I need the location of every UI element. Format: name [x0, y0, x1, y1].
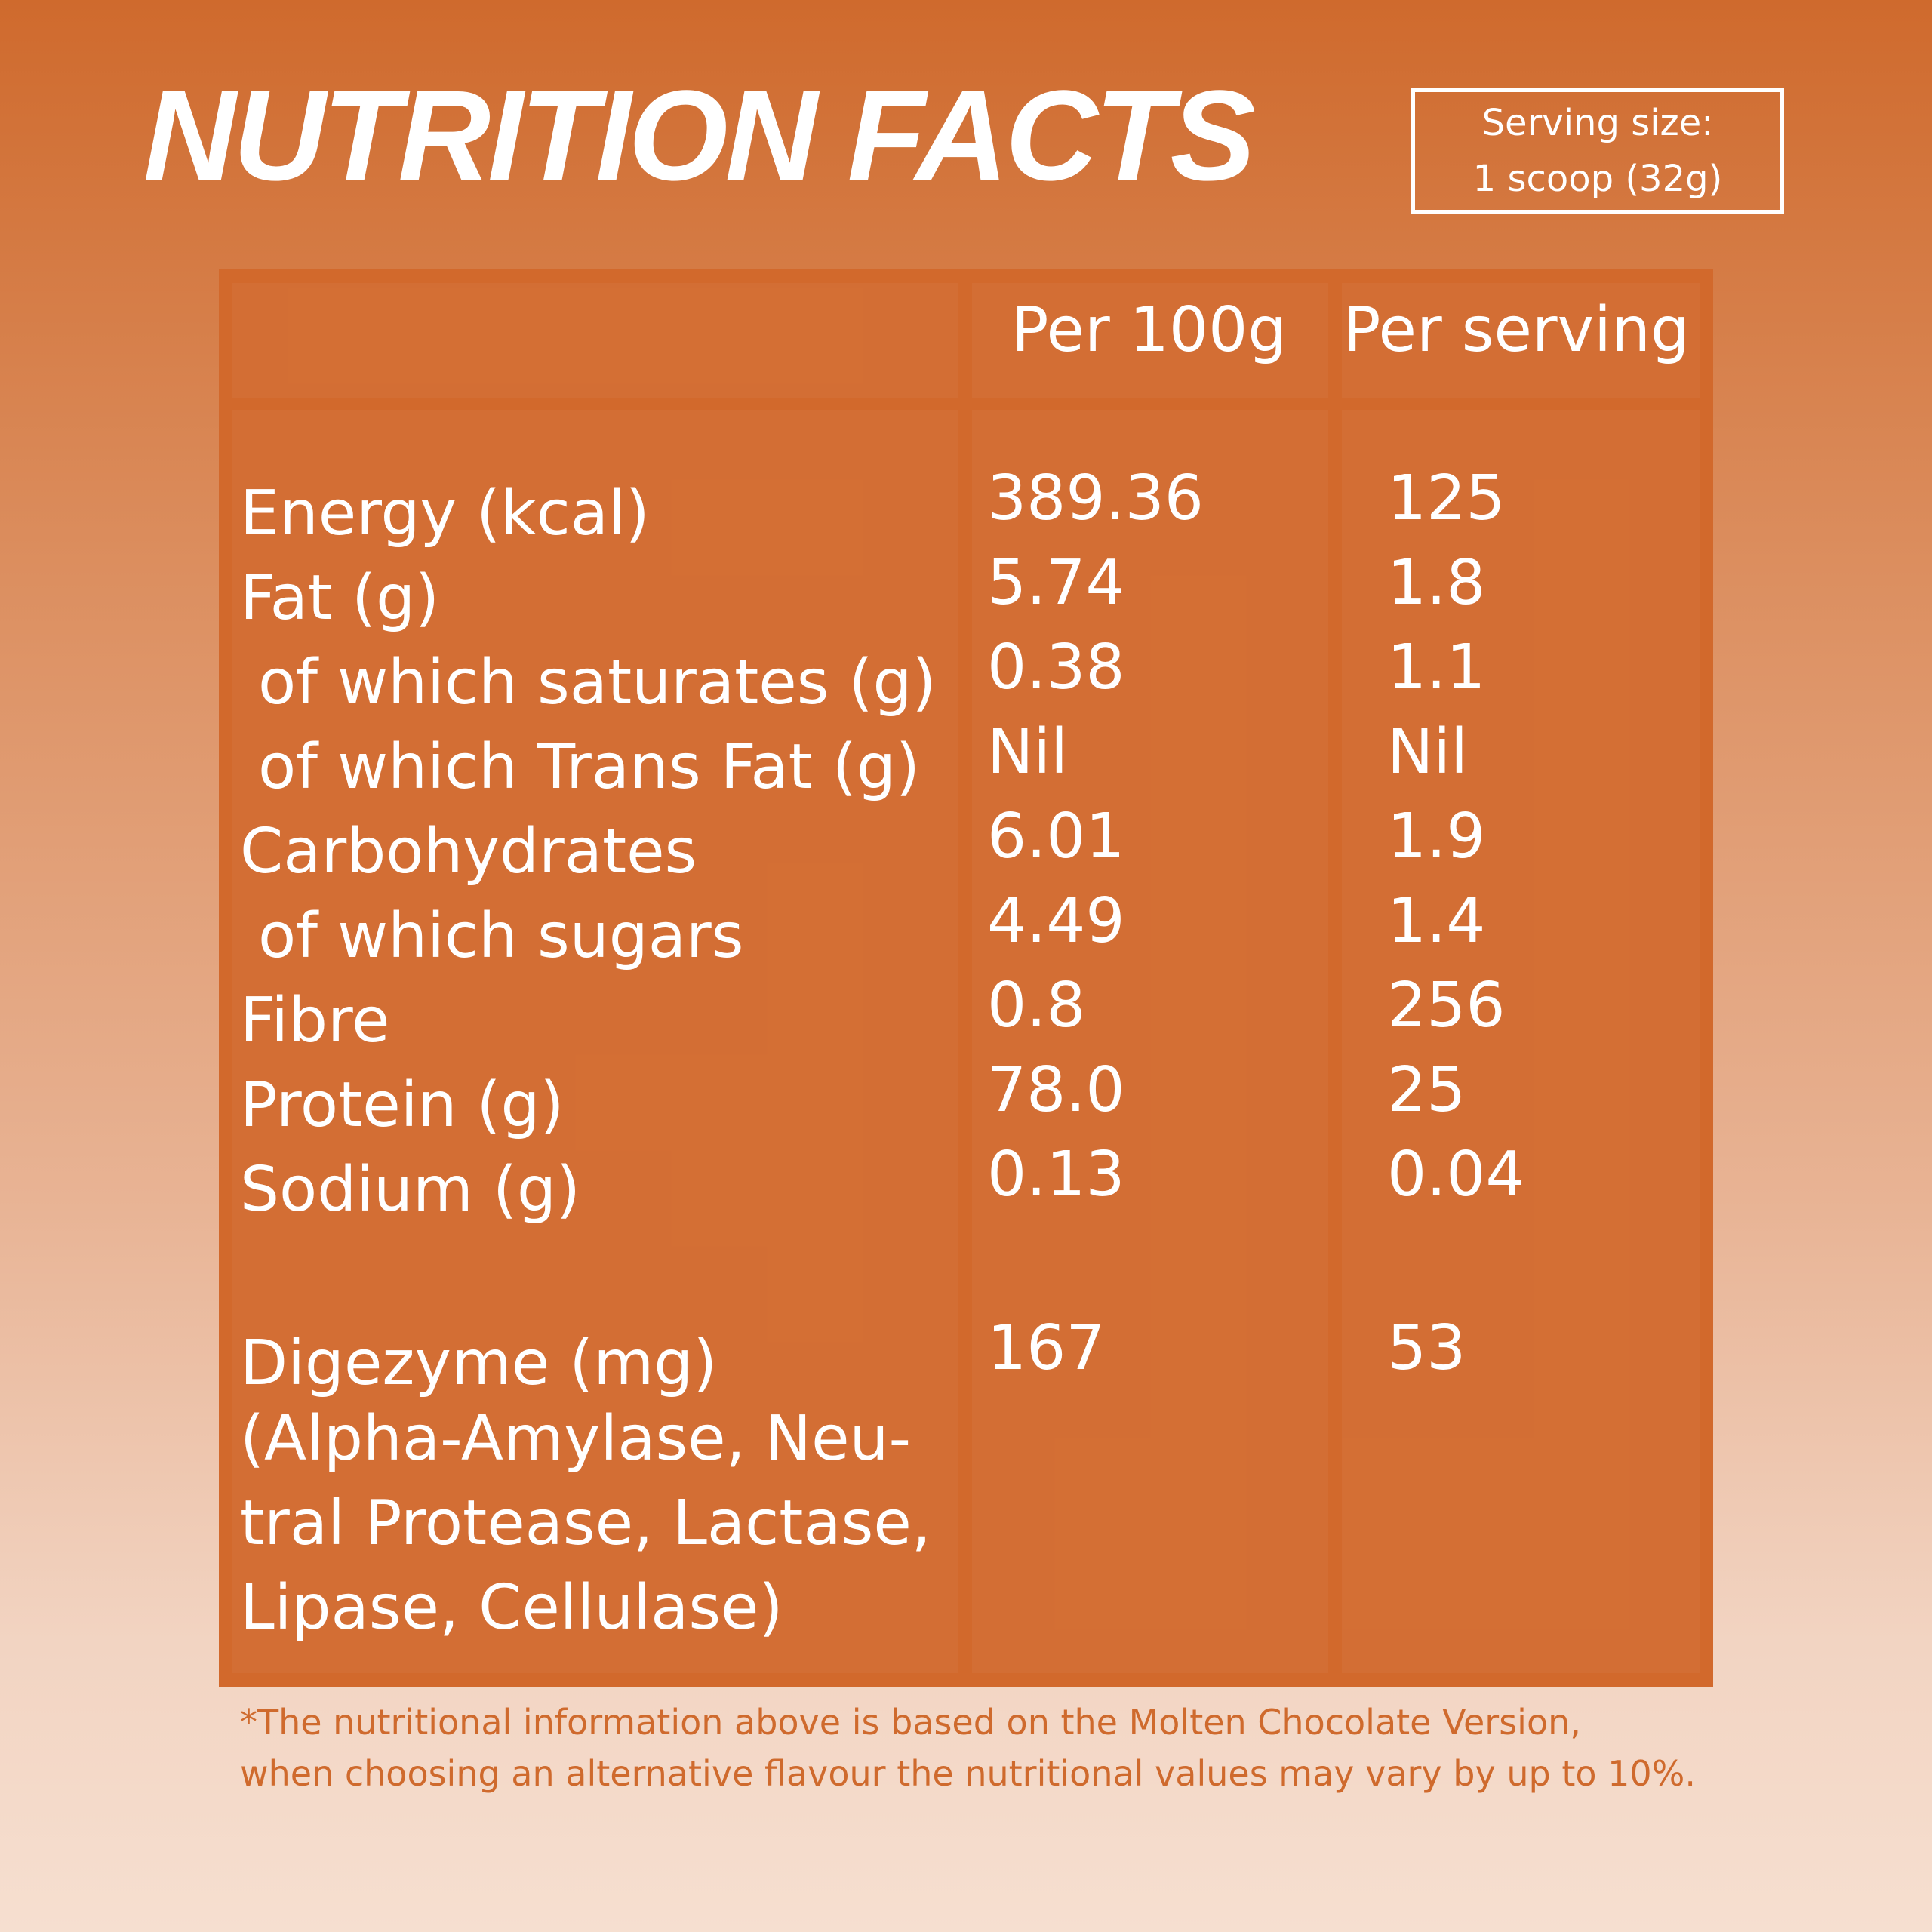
table-row: Carbohydrates 6.01 1.9	[219, 806, 1713, 891]
page-title: NUTRITION FACTS	[143, 64, 1256, 208]
enzyme-row: Digezyme (mg) 167 53	[219, 1318, 1713, 1402]
nutrient-label: Sodium (g)	[240, 1154, 580, 1226]
per100-value: 0.13	[987, 1139, 1125, 1211]
per-serving-value: 1.8	[1387, 547, 1486, 619]
nutrient-label: of which sugars	[258, 900, 744, 972]
nutrient-label: of which Trans Fat (g)	[258, 731, 920, 803]
per-serving-value: 25	[1387, 1054, 1466, 1126]
table-row: of which saturates (g) 0.38 1.1	[219, 637, 1713, 721]
per-serving-value: 1.9	[1387, 801, 1486, 872]
enzyme-detail-line: tral Protease, Lactase,	[240, 1487, 931, 1559]
per-serving-value: 125	[1387, 463, 1506, 534]
enzyme-label: Digezyme (mg)	[240, 1327, 718, 1399]
per-serving-value: Nil	[1387, 716, 1468, 788]
per100-value: 6.01	[987, 801, 1125, 872]
table-row: Fibre 0.8 256	[219, 975, 1713, 1060]
serving-size-label: Serving size:	[1481, 102, 1714, 144]
per100-value: 0.8	[987, 970, 1086, 1041]
nutrition-table: Per 100g Per serving Energy (kcal) 389.3…	[219, 269, 1713, 1687]
enzyme-detail-line: (Alpha-Amylase, Neu-	[240, 1403, 912, 1475]
serving-size-box: Serving size: 1 scoop (32g)	[1411, 88, 1784, 214]
per100-value: 389.36	[987, 463, 1204, 534]
column-header-per-serving: Per serving	[1343, 294, 1690, 366]
footnote: *The nutritional information above is ba…	[240, 1697, 1900, 1799]
per-serving-value: 1.4	[1387, 885, 1486, 957]
header-cell-blank	[232, 283, 958, 398]
table-row: of which sugars 4.49 1.4	[219, 891, 1713, 975]
enzyme-detail: (Alpha-Amylase, Neu- tral Protease, Lact…	[240, 1397, 949, 1651]
footnote-line: *The nutritional information above is ba…	[240, 1702, 1581, 1743]
table-row: of which Trans Fat (g) Nil Nil	[219, 721, 1713, 806]
nutrient-label: Fibre	[240, 985, 390, 1057]
per100-value: 0.38	[987, 632, 1125, 703]
per100-value: 5.74	[987, 547, 1125, 619]
header-cell-per100	[972, 283, 1328, 398]
table-row: Protein (g) 78.0 25	[219, 1060, 1713, 1144]
table-row: Energy (kcal) 389.36 125	[219, 468, 1713, 552]
table-row: Fat (g) 5.74 1.8	[219, 552, 1713, 637]
per100-value: 78.0	[987, 1054, 1125, 1126]
per100-value: 4.49	[987, 885, 1125, 957]
per-serving-value: 0.04	[1387, 1139, 1525, 1211]
enzyme-detail-line: Lipase, Cellulase)	[240, 1572, 783, 1644]
nutrient-label: Energy (kcal)	[240, 478, 650, 549]
body-cell-per100	[972, 410, 1328, 1673]
enzyme-per100-value: 167	[987, 1312, 1106, 1384]
body-cell-labels	[232, 410, 958, 1673]
enzyme-per-serving-value: 53	[1387, 1312, 1466, 1384]
header-cell-per-serving	[1342, 283, 1700, 398]
footnote-line: when choosing an alternative flavour the…	[240, 1753, 1696, 1794]
nutrient-label: Carbohydrates	[240, 816, 697, 888]
per-serving-value: 256	[1387, 970, 1506, 1041]
per-serving-value: 1.1	[1387, 632, 1486, 703]
serving-size-value: 1 scoop (32g)	[1472, 158, 1723, 200]
nutrient-label: Fat (g)	[240, 562, 440, 634]
column-header-per100: Per 100g	[1011, 294, 1287, 366]
table-row: Sodium (g) 0.13 0.04	[219, 1144, 1713, 1229]
body-cell-per-serving	[1342, 410, 1700, 1673]
nutrient-label: Protein (g)	[240, 1069, 565, 1141]
per100-value: Nil	[987, 716, 1068, 788]
nutrient-label: of which saturates (g)	[258, 647, 937, 718]
